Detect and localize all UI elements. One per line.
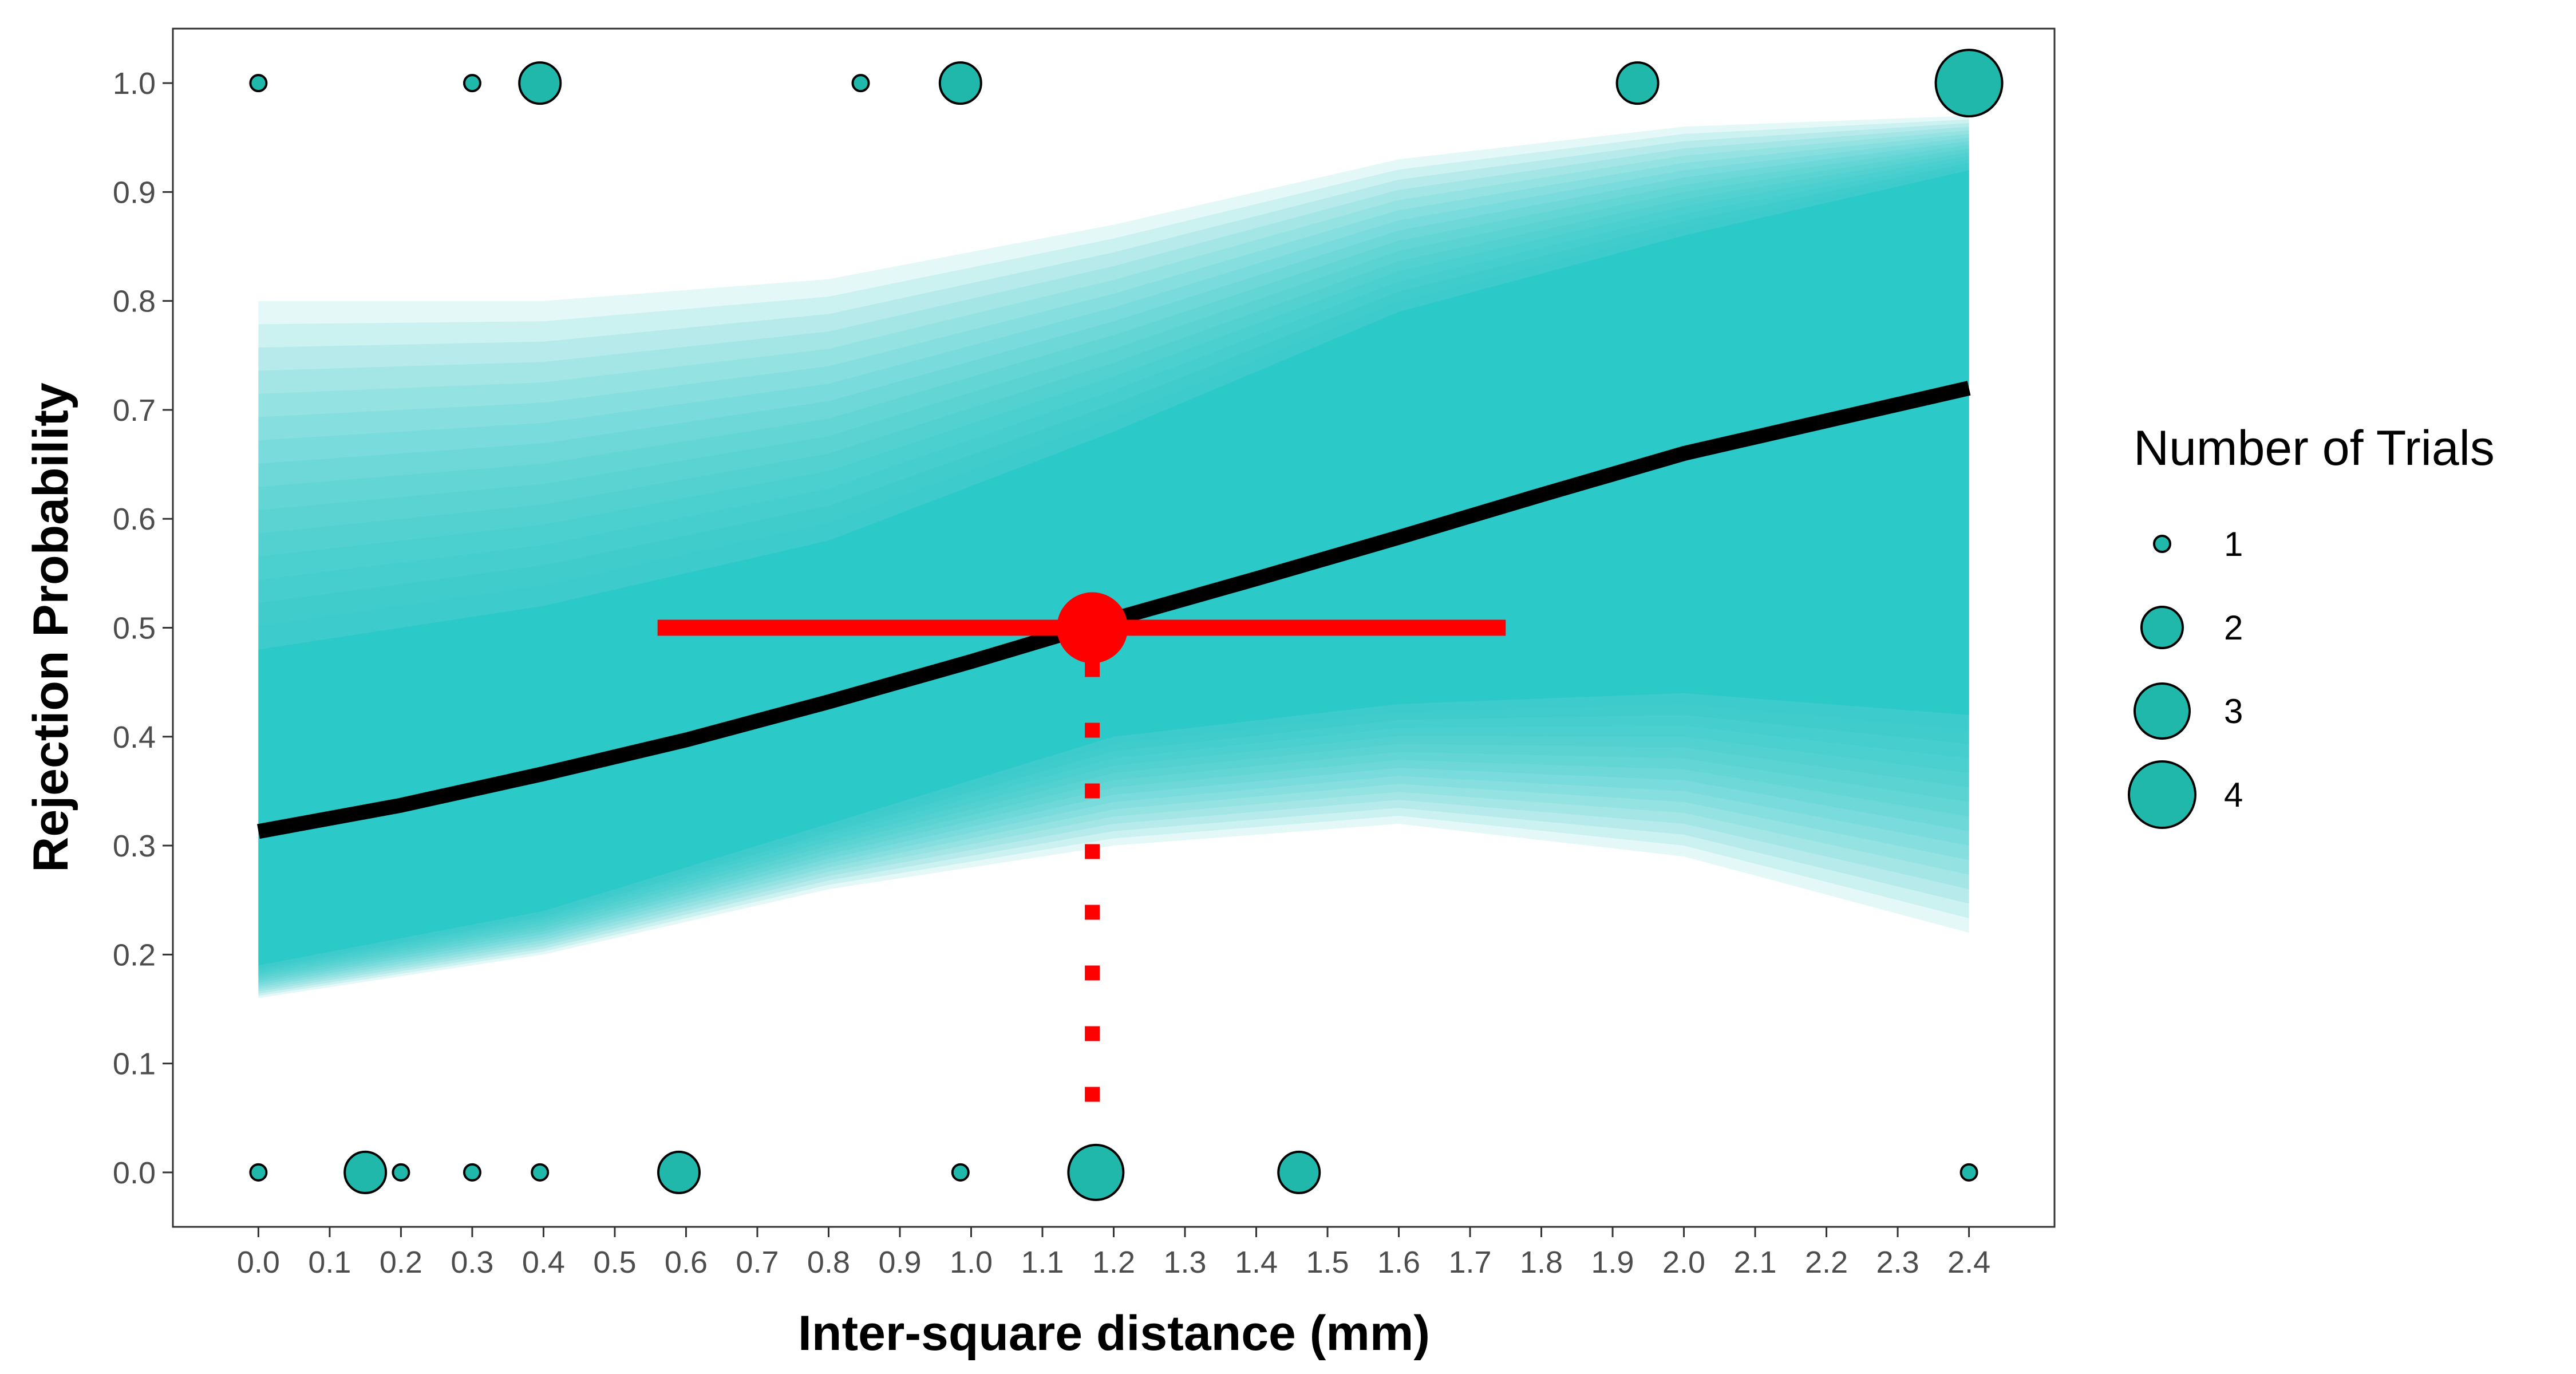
legend-key-2 (2140, 606, 2184, 649)
data-point (392, 1163, 410, 1182)
posterior-band-core (258, 170, 1969, 966)
x-tick-label: 0.1 (308, 1245, 351, 1280)
x-tick-label: 1.7 (1448, 1245, 1491, 1280)
data-point (951, 1163, 970, 1182)
x-tick-label: 1.6 (1377, 1245, 1420, 1280)
x-tick-label: 0.2 (380, 1245, 422, 1280)
x-tick-label: 1.3 (1163, 1245, 1206, 1280)
y-tick-label: 0.9 (113, 175, 156, 210)
x-tick-label: 0.3 (451, 1245, 493, 1280)
data-point (1067, 1143, 1125, 1201)
x-tick-label: 0.7 (736, 1245, 779, 1280)
legend-title: Number of Trials (2134, 421, 2495, 476)
x-tick-label: 1.0 (950, 1245, 993, 1280)
data-point (343, 1150, 388, 1194)
y-tick-label: 0.2 (113, 938, 156, 972)
legend-key-3 (2134, 682, 2191, 740)
y-axis: 0.0 0.1 0.2 0.3 0.4 0.5 0.6 0.7 0.8 0.9 1.0 (113, 66, 173, 1190)
y-tick-label: 0.6 (113, 502, 156, 536)
x-tick-label: 2.4 (1947, 1245, 1990, 1280)
y-tick-label: 0.1 (113, 1047, 156, 1081)
legend-label-2: 2 (2224, 609, 2243, 647)
legend-key-4 (2128, 760, 2196, 829)
threshold-layer (657, 592, 1506, 1118)
threshold-point (1057, 592, 1128, 664)
data-point (938, 61, 982, 105)
y-tick-label: 1.0 (113, 66, 156, 101)
y-tick-label: 0.0 (113, 1156, 156, 1190)
x-tick-label: 2.2 (1805, 1245, 1848, 1280)
data-point (531, 1163, 550, 1182)
y-tick-label: 0.5 (113, 611, 156, 646)
data-point (1277, 1150, 1321, 1194)
data-point (1959, 1163, 1978, 1182)
x-tick-label: 2.3 (1876, 1245, 1919, 1280)
x-tick-label: 1.9 (1591, 1245, 1634, 1280)
data-point (249, 74, 268, 93)
x-tick-label: 1.8 (1520, 1245, 1563, 1280)
data-point (249, 1163, 268, 1182)
data-points (249, 49, 2004, 1201)
data-point (1934, 49, 2004, 118)
x-tick-label: 0.5 (593, 1245, 636, 1280)
legend: Number of Trials 1 2 3 4 (2128, 421, 2495, 829)
y-tick-label: 0.7 (113, 393, 156, 428)
x-tick-label: 2.1 (1734, 1245, 1777, 1280)
x-axis-title: Inter-square distance (mm) (798, 1306, 1430, 1361)
y-tick-label: 0.4 (113, 720, 156, 755)
legend-label-1: 1 (2224, 525, 2243, 563)
x-tick-label: 0.0 (237, 1245, 280, 1280)
x-tick-label: 0.6 (665, 1245, 708, 1280)
x-axis: 0.0 0.1 0.2 0.3 0.4 0.5 0.6 0.7 0.8 0.9 1.0 1.1 1.2 1… (237, 1227, 1990, 1280)
x-tick-label: 2.0 (1662, 1245, 1705, 1280)
legend-label-4: 4 (2224, 776, 2243, 814)
x-tick-label: 1.4 (1235, 1245, 1278, 1280)
data-point (851, 74, 870, 93)
x-tick-label: 0.8 (807, 1245, 850, 1280)
y-tick-label: 0.8 (113, 285, 156, 319)
data-point (463, 1163, 481, 1182)
legend-key-1 (2153, 535, 2171, 553)
x-tick-label: 1.1 (1021, 1245, 1064, 1280)
data-point (518, 61, 562, 105)
x-tick-label: 1.2 (1092, 1245, 1135, 1280)
data-point (463, 74, 481, 93)
x-tick-label: 1.5 (1306, 1245, 1349, 1280)
legend-label-3: 3 (2224, 692, 2243, 731)
x-tick-label: 0.9 (878, 1245, 921, 1280)
data-point (657, 1150, 701, 1194)
posterior-band (258, 116, 1969, 998)
y-axis-title: Rejection Probability (23, 382, 78, 872)
x-tick-label: 0.4 (522, 1245, 565, 1280)
data-point (1615, 61, 1660, 105)
y-tick-label: 0.3 (113, 829, 156, 863)
